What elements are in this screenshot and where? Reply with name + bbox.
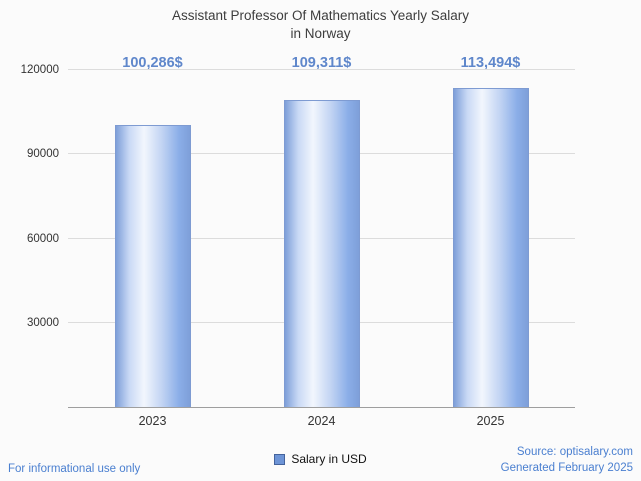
generated-date: Generated February 2025: [500, 461, 633, 474]
disclaimer-text: For informational use only: [8, 463, 141, 475]
bar-column: [237, 70, 406, 407]
x-axis-label: 2025: [476, 414, 505, 428]
legend-label: Salary in USD: [291, 452, 367, 466]
x-axis-label: 2023: [138, 414, 167, 428]
x-axis-labels: 2023 2024 2025: [68, 414, 575, 428]
y-axis-tick-label: 30000: [27, 316, 59, 329]
bar-value-label: 100,286$: [122, 55, 183, 71]
bar-2024[interactable]: [283, 100, 360, 407]
y-axis-tick-label: 120000: [20, 64, 59, 76]
source-link[interactable]: Source: optisalary.com: [516, 445, 633, 458]
bars-row: [68, 70, 575, 407]
bar-column: [68, 70, 237, 407]
y-axis-tick-label: 60000: [27, 232, 59, 245]
chart-title: Assistant Professor Of Mathematics Yearl…: [0, 7, 641, 42]
value-labels-row: 100,286$ 109,311$ 113,494$: [68, 55, 575, 71]
plot-area: 30000 60000 90000 120000: [21, 64, 575, 408]
bar-2025[interactable]: [452, 88, 529, 407]
legend[interactable]: Salary in USD: [0, 452, 641, 466]
gridline: [68, 69, 575, 70]
chart-title-line2: in Norway: [290, 25, 351, 41]
bar-value-label: 109,311$: [291, 55, 352, 71]
y-axis-tick-label: 90000: [27, 148, 59, 161]
bar-column: [406, 70, 575, 407]
x-axis-label: 2024: [307, 414, 336, 428]
bar-2023[interactable]: [114, 125, 191, 407]
bar-value-label: 113,494$: [460, 55, 521, 71]
legend-swatch-icon: [274, 453, 286, 465]
chart-title-line1: Assistant Professor Of Mathematics Yearl…: [171, 8, 470, 23]
source-block: Source: optisalary.com Generated Februar…: [501, 444, 633, 476]
